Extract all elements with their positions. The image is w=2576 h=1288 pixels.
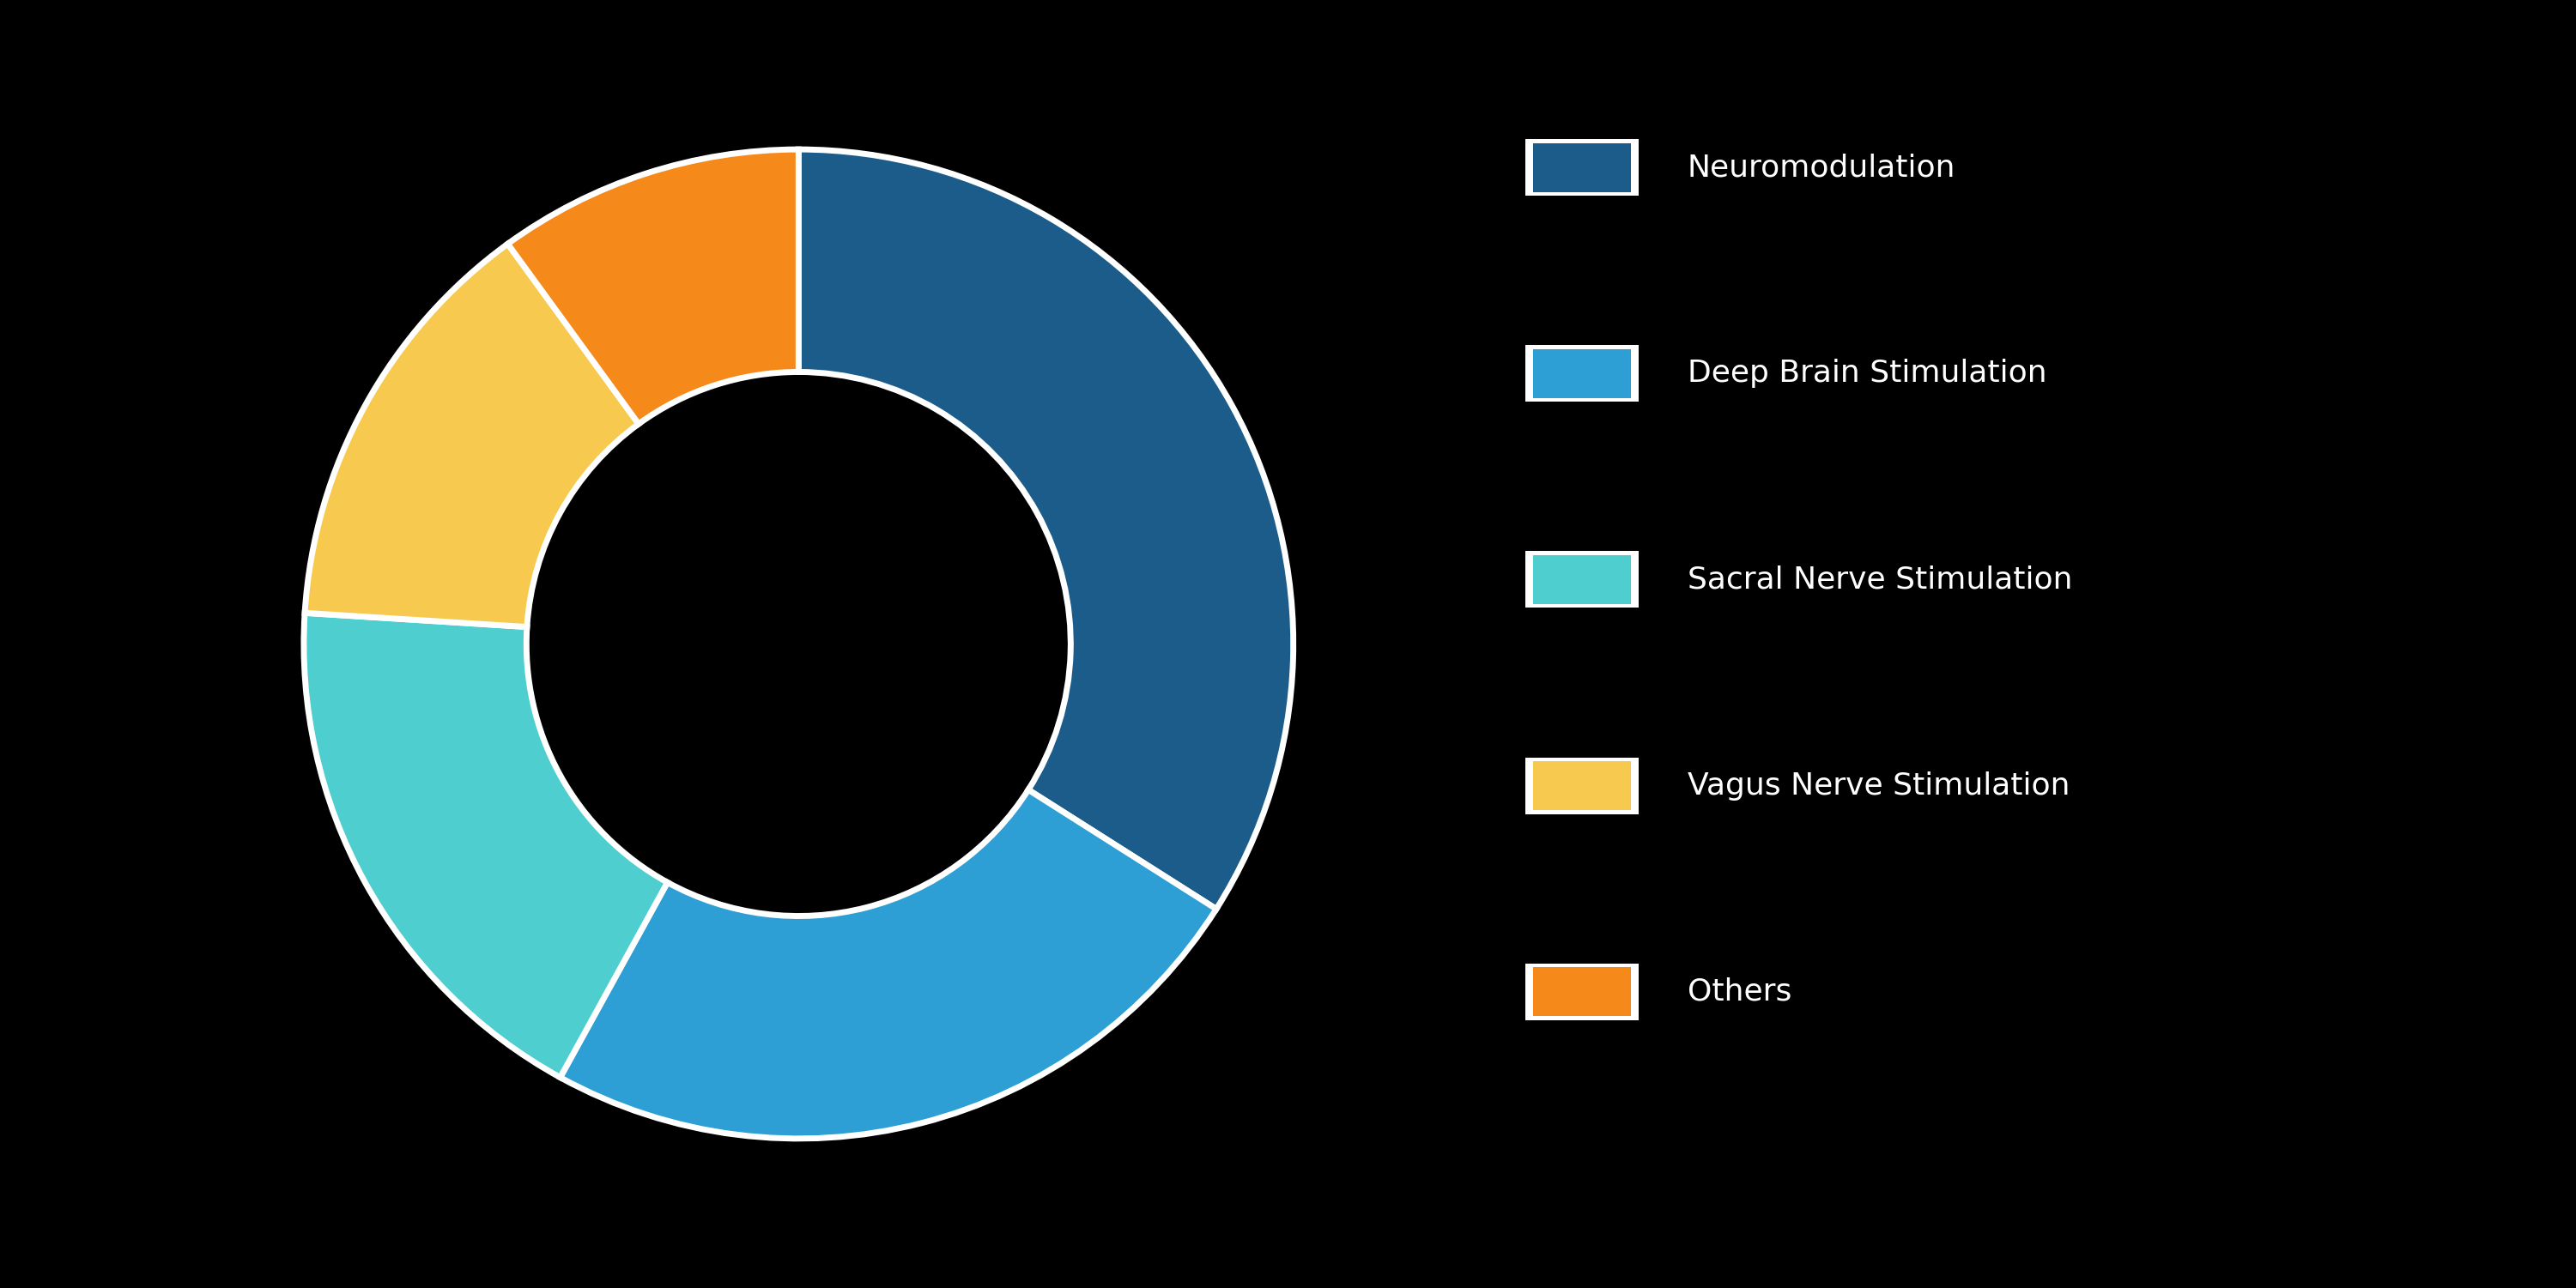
Text: Sacral Nerve Stimulation: Sacral Nerve Stimulation [1687,565,2071,594]
FancyBboxPatch shape [1525,551,1638,608]
Wedge shape [507,149,799,424]
Text: Deep Brain Stimulation: Deep Brain Stimulation [1687,359,2045,388]
FancyBboxPatch shape [1525,345,1638,402]
FancyBboxPatch shape [1533,555,1631,604]
Text: Others: Others [1687,978,1790,1006]
FancyBboxPatch shape [1525,757,1638,814]
FancyBboxPatch shape [1533,761,1631,810]
Wedge shape [799,149,1293,909]
FancyBboxPatch shape [1533,143,1631,192]
Wedge shape [559,790,1216,1139]
FancyBboxPatch shape [1525,963,1638,1020]
FancyBboxPatch shape [1533,349,1631,398]
Wedge shape [304,613,667,1078]
FancyBboxPatch shape [1525,139,1638,196]
Wedge shape [304,243,639,627]
Text: Neuromodulation: Neuromodulation [1687,153,1955,182]
Text: Vagus Nerve Stimulation: Vagus Nerve Stimulation [1687,772,2069,800]
FancyBboxPatch shape [1533,967,1631,1016]
